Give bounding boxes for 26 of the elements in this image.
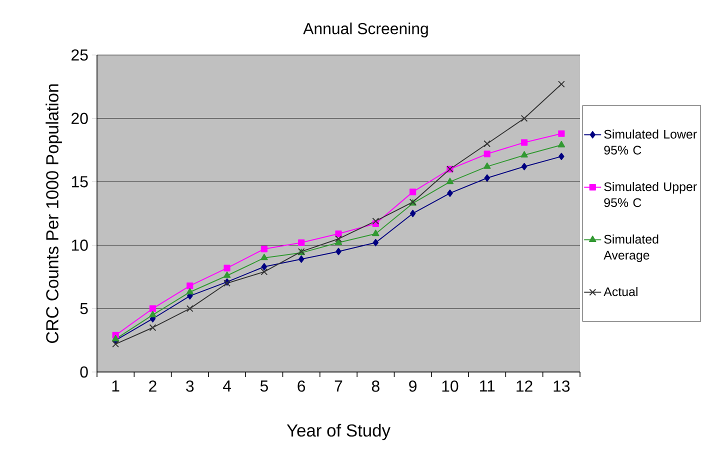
x-tick-label: 2 bbox=[149, 380, 156, 392]
x-tick-label: 10 bbox=[442, 380, 458, 392]
x-tick-label: 12 bbox=[516, 380, 532, 392]
legend-label: Simulated Upper 95% C bbox=[604, 182, 697, 208]
legend-label: Actual bbox=[604, 286, 638, 296]
x-tick-label: 1 bbox=[112, 380, 120, 392]
y-tick-label: 25 bbox=[72, 49, 88, 61]
legend-label: Simulated Lower 95% C bbox=[604, 129, 697, 155]
x-tick-label: 9 bbox=[409, 380, 416, 392]
legend-label: Simulated Average bbox=[604, 234, 658, 262]
x-tick-label: 8 bbox=[372, 380, 380, 392]
y-tick-label: 0 bbox=[80, 366, 88, 378]
chart-title: Annual Screening bbox=[303, 22, 428, 38]
x-axis-title: Year of Study bbox=[286, 424, 390, 440]
y-tick-label: 15 bbox=[72, 176, 88, 188]
x-tick-label: 13 bbox=[554, 380, 570, 392]
y-tick-label: 5 bbox=[80, 303, 88, 314]
x-tick-label: 5 bbox=[260, 380, 268, 392]
y-axis-title: CRC Counts Per 1000 Population bbox=[46, 84, 62, 343]
y-tick-label: 10 bbox=[72, 240, 88, 251]
x-tick-label: 7 bbox=[334, 380, 342, 392]
x-tick-label: 6 bbox=[298, 380, 306, 392]
x-tick-label: 11 bbox=[480, 380, 495, 392]
x-tick-label: 4 bbox=[222, 380, 231, 392]
x-tick-label: 3 bbox=[186, 380, 194, 392]
y-tick-label: 20 bbox=[72, 112, 88, 124]
